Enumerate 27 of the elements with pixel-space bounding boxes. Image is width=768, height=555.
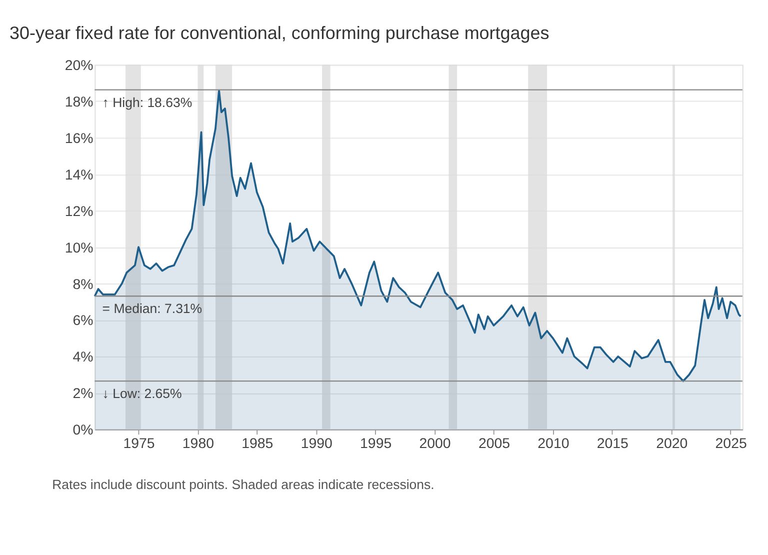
y-tick-label: 20% <box>64 58 94 74</box>
y-tick-label: 2% <box>72 386 94 402</box>
y-tick-label: 10% <box>64 240 94 256</box>
x-tick-label: 1980 <box>182 436 214 452</box>
x-tick-label: 2015 <box>596 436 629 452</box>
y-tick-label: 0% <box>72 422 94 439</box>
x-tick-label: 2000 <box>419 436 451 452</box>
x-tick-label: 2010 <box>538 436 570 452</box>
x-tick-label: 2020 <box>656 436 688 452</box>
x-tick-label: 2005 <box>478 436 510 452</box>
x-tick-label: 1975 <box>123 436 155 452</box>
x-tick-label: 1995 <box>360 436 392 452</box>
y-tick-label: 6% <box>72 313 94 330</box>
x-tick-label: 2025 <box>715 436 747 452</box>
text: Rates include discount points. Shaded areas indicate recessions. <box>52 477 434 492</box>
x-tick-label: 1985 <box>242 436 274 452</box>
ref-line-label: = Median: 7.31% <box>102 301 202 316</box>
x-tick-label: 1990 <box>300 436 332 452</box>
y-tick-label: 18% <box>64 94 94 110</box>
ref-line-label: ↓ Low: 2.65% <box>102 386 182 402</box>
y-tick-label: 14% <box>64 167 94 184</box>
ref-line-label: ↑ High: 18.63% <box>102 94 192 110</box>
y-tick-label: 12% <box>64 204 94 220</box>
y-tick-label: 16% <box>64 130 94 147</box>
y-tick-label: 8% <box>72 276 94 293</box>
chart-title: 30-year fixed rate for conventional, conforming purchase mortgages <box>9 23 550 44</box>
y-tick-label: 4% <box>72 350 94 366</box>
